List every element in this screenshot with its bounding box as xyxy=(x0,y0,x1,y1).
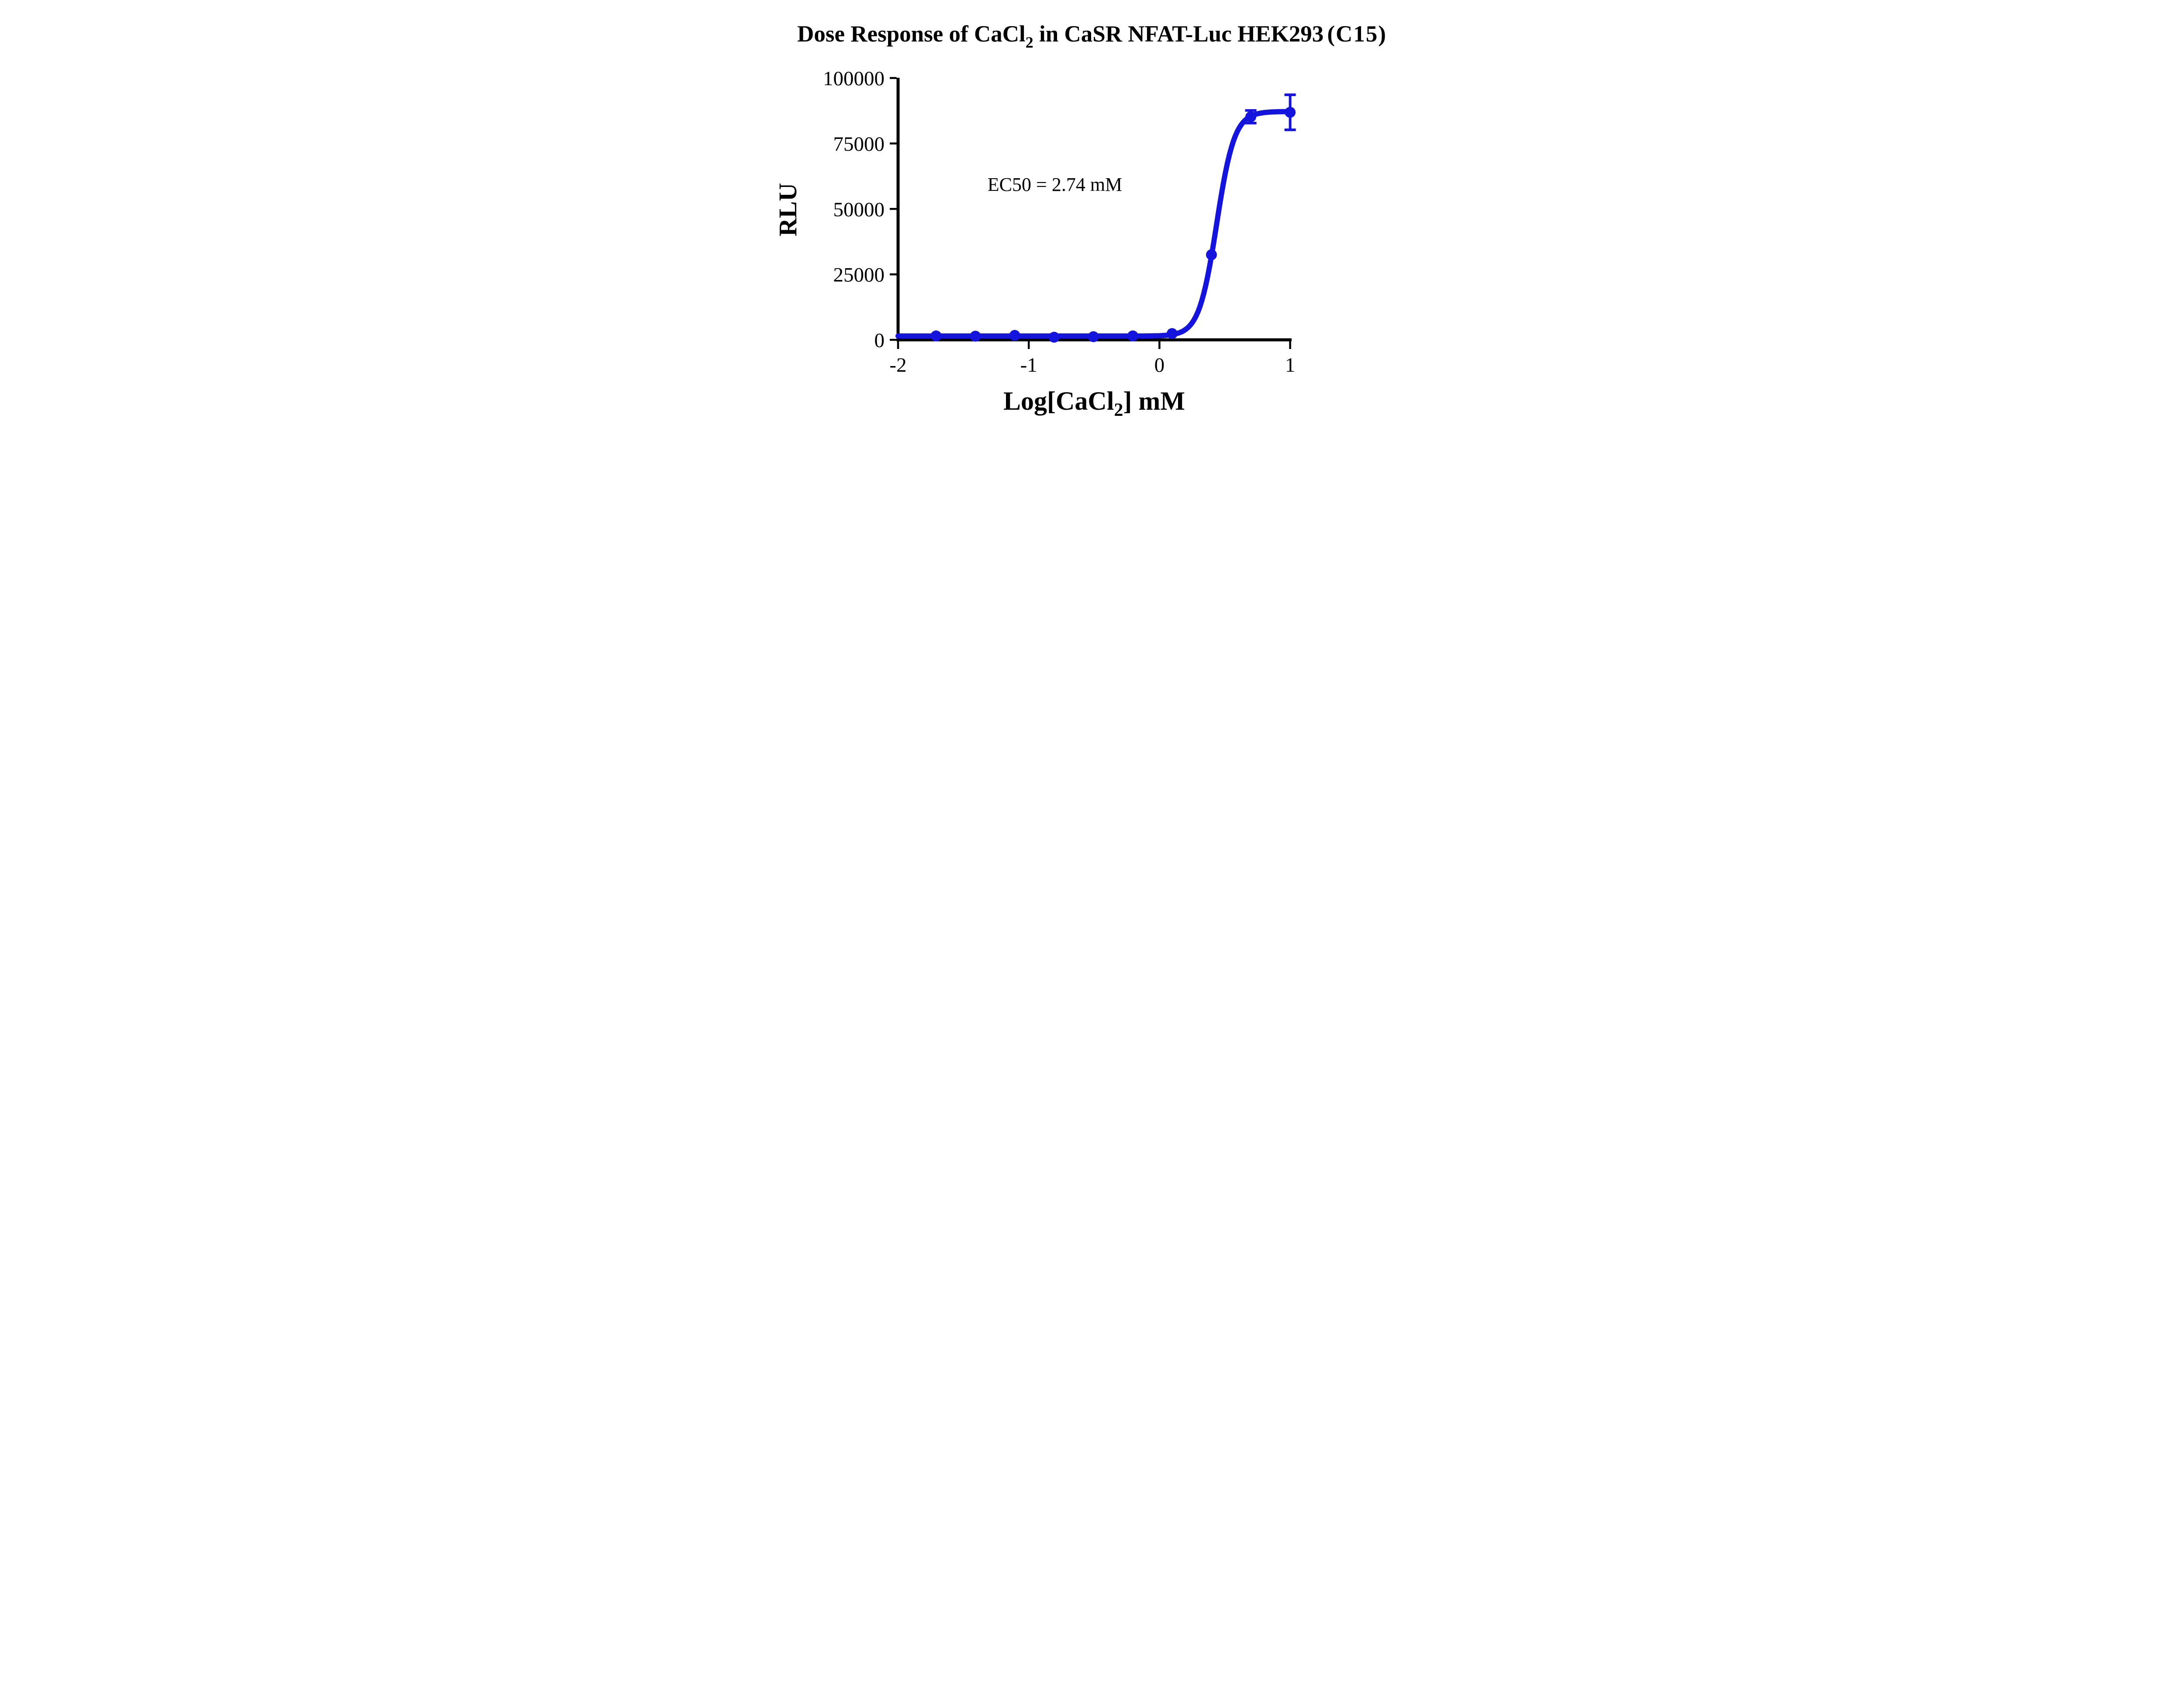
x-tick-label: 1 xyxy=(1285,354,1296,377)
data-point-marker xyxy=(1285,107,1296,118)
x-axis-label-text: Log[CaCl xyxy=(1003,387,1114,415)
ec50-annotation: EC50 = 2.74 mM xyxy=(988,174,1122,195)
y-axis-label: RLU xyxy=(774,183,802,236)
data-point-marker xyxy=(1009,330,1020,341)
dose-response-figure: Dose Response of CaCl2 in CaSR NFAT-Luc … xyxy=(749,0,1435,427)
chart-title-subscript: 2 xyxy=(1026,34,1033,51)
chart-title-text: Dose Response of CaCl xyxy=(797,21,1026,47)
y-tick-label: 50000 xyxy=(833,198,885,221)
data-point-marker xyxy=(1048,332,1060,343)
x-tick-label: 0 xyxy=(1154,354,1165,377)
y-tick-label: 25000 xyxy=(833,264,885,287)
data-series xyxy=(895,93,1296,343)
x-axis-label-text-2: ] mM xyxy=(1123,387,1185,415)
data-point-marker xyxy=(1088,331,1099,342)
data-point-marker xyxy=(1166,328,1178,339)
data-point-marker xyxy=(1206,249,1217,260)
y-tick-label: 75000 xyxy=(833,133,885,155)
data-point-marker xyxy=(1127,330,1138,342)
fit-curve-line xyxy=(895,109,1293,339)
x-tick-label: -2 xyxy=(889,354,906,377)
y-tick-label: 100000 xyxy=(823,67,885,90)
chart-title-clone-id: (C15) xyxy=(1327,21,1387,47)
y-tick-label: 0 xyxy=(874,329,885,352)
data-point-marker xyxy=(1245,111,1257,122)
data-point-marker xyxy=(970,331,981,342)
x-axis-label: Log[CaCl2] mM xyxy=(1003,387,1185,420)
x-tick-label: -1 xyxy=(1020,354,1037,377)
chart-title-text-2: in CaSR NFAT-Luc HEK293 xyxy=(1033,21,1324,47)
axes: 0 25000 50000 75000 100000 -2 -1 0 1 xyxy=(823,67,1295,377)
x-axis-label-subscript: 2 xyxy=(1114,400,1123,420)
chart-title: Dose Response of CaCl2 in CaSR NFAT-Luc … xyxy=(797,21,1387,51)
data-point-marker xyxy=(930,330,942,342)
dose-response-chart: Dose Response of CaCl2 in CaSR NFAT-Luc … xyxy=(774,21,1387,420)
